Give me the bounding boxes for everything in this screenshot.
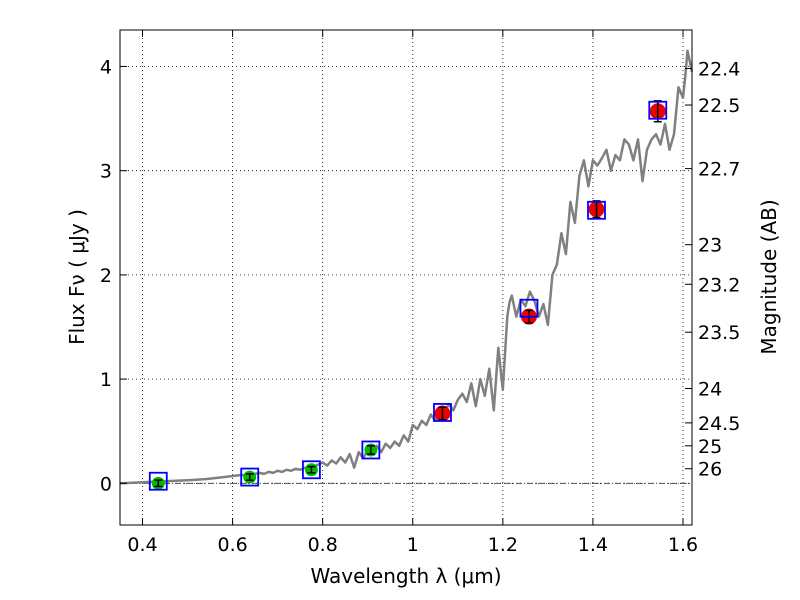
x-axis-label: Wavelength λ (μm) (310, 564, 501, 588)
model-square-marker (648, 100, 668, 120)
x-tick-label: 1.2 (488, 534, 518, 556)
y2-tick-label: 23.2 (698, 274, 740, 296)
y2-tick-label: 23 (698, 235, 722, 257)
model-square-marker (519, 298, 539, 318)
model-square-marker (302, 460, 321, 480)
spectrum-layer (119, 49, 694, 485)
x-tick-label: 1 (407, 534, 419, 556)
spectrum-line (119, 49, 694, 485)
y2-tick-label: 22.4 (698, 59, 740, 81)
model-square-marker (148, 471, 168, 491)
y-tick-label: 2 (100, 265, 112, 287)
y2-tick-label: 25 (698, 436, 722, 458)
y-tick-label: 4 (100, 56, 112, 78)
x-tick-label: 0.6 (217, 534, 247, 556)
y-tick-label: 0 (100, 473, 112, 495)
x-tick-label: 1.4 (578, 534, 608, 556)
model-square-marker (433, 403, 452, 422)
plot-area (120, 30, 692, 525)
x-tick-label: 0.4 (127, 534, 157, 556)
y2-tick-label: 22.5 (698, 95, 740, 117)
model-square-marker (240, 467, 260, 487)
x-tick-label: 0.8 (308, 534, 338, 556)
y-axis-label: Flux Fν ( μJy ) (65, 209, 89, 345)
y-axis: 0 1 2 3 4 (100, 56, 127, 495)
y-tick-label: 3 (100, 161, 112, 183)
y2-tick-label: 23.5 (698, 322, 740, 344)
model-square-marker (361, 440, 381, 460)
y-tick-label: 1 (100, 369, 112, 391)
x-tick-label: 1.6 (668, 534, 698, 556)
x-axis: 0.4 0.6 0.8 1 1.2 1.4 1.6 (127, 30, 698, 556)
plot-frame (119, 29, 693, 526)
y2-tick-label: 24 (698, 378, 722, 400)
model-square-marker (587, 200, 606, 220)
y2-tick-label: 22.7 (698, 159, 740, 181)
y2-tick-label: 26 (698, 459, 722, 481)
y2-tick-label: 24.5 (698, 413, 740, 435)
y2-axis-label: Magnitude (AB) (757, 199, 781, 354)
square-layer (148, 100, 668, 491)
